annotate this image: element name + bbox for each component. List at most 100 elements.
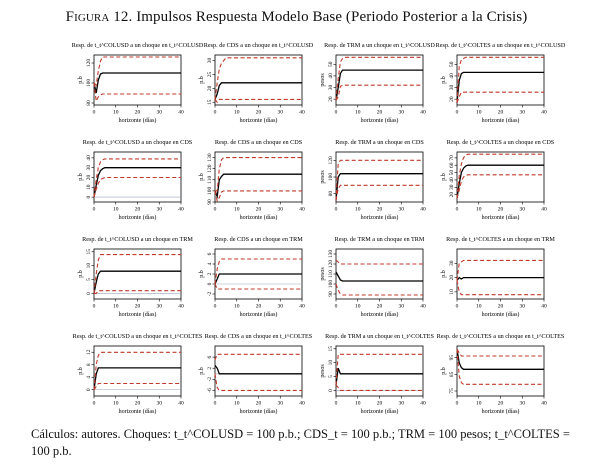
x-tick-label: 20 <box>498 304 504 310</box>
y-tick-label: 15 <box>328 346 334 352</box>
y-tick-label: 110 <box>207 176 213 184</box>
x-axis-label: horizonte (días) <box>482 311 520 318</box>
response-line <box>335 69 423 101</box>
y-axis-label: p.b <box>78 173 84 181</box>
y-axis-label: pesos <box>320 170 326 184</box>
x-axis-label: horizonte (días) <box>240 311 278 318</box>
lower-band-line <box>456 174 544 199</box>
y-axis-label: p.b <box>78 76 84 84</box>
y-tick-label: 100 <box>86 79 92 88</box>
response-line <box>335 173 423 201</box>
x-tick-label: 30 <box>520 207 526 213</box>
x-tick-label: 40 <box>178 401 184 407</box>
lower-band-line <box>94 290 181 294</box>
y-tick-label: 120 <box>207 164 213 173</box>
x-tick-label: 20 <box>135 207 141 213</box>
response-line <box>214 364 302 375</box>
irf-panel-15: Resp. de TRM a un choque en t_t^COLTES 0 1… <box>320 333 434 415</box>
x-tick-label: 10 <box>234 401 240 407</box>
y-axis-label: pesos <box>320 73 326 87</box>
y-tick-label: 2 <box>207 367 213 370</box>
x-tick-label: 20 <box>377 401 383 407</box>
y-tick-label: 6 <box>207 252 213 255</box>
panel-title: Resp. de t_t^COLTES a un choque en CDS <box>447 139 555 146</box>
response-line <box>93 270 181 294</box>
x-tick-label: 40 <box>299 207 305 213</box>
x-tick-label: 20 <box>256 110 262 116</box>
y-tick-label: 20 <box>207 85 213 91</box>
y-tick-label: -2 <box>207 291 213 296</box>
x-tick-label: 30 <box>520 401 526 407</box>
y-tick-label: 4 <box>86 376 92 379</box>
y-tick-label: 100 <box>328 280 334 289</box>
plot-frame <box>335 54 424 106</box>
y-tick-label: 0 <box>207 282 213 285</box>
y-tick-label: 130 <box>207 153 213 162</box>
x-tick-label: 10 <box>234 110 240 116</box>
y-tick-label: 40 <box>449 73 455 79</box>
figure-label: Figura 12. <box>65 9 133 25</box>
y-tick-label: 100 <box>207 187 213 196</box>
panel-title: Resp. de TRM a un choque en TRM <box>335 236 425 243</box>
lower-band-line <box>93 82 181 103</box>
y-tick-label: 8 <box>86 363 92 366</box>
response-line <box>456 276 544 281</box>
figure-title-text: Impulsos Respuesta Modelo Base (Periodo … <box>136 9 528 25</box>
panel-title: Resp. de t_t^COLUSD a un choque en TRM <box>82 236 193 243</box>
plot-frame <box>93 54 182 106</box>
y-axis-label: p.b <box>441 76 447 84</box>
x-tick-label: 30 <box>278 401 284 407</box>
y-tick-label: -6 <box>207 388 213 393</box>
upper-band-line <box>456 56 544 103</box>
x-tick-label: 20 <box>256 207 262 213</box>
x-tick-label: 30 <box>399 110 405 116</box>
plot-frame <box>214 54 303 106</box>
x-tick-label: 40 <box>420 110 426 116</box>
x-tick-label: 20 <box>377 110 383 116</box>
x-axis-label: horizonte (días) <box>119 117 157 124</box>
lower-band-line <box>456 91 544 103</box>
upper-band-line <box>214 353 302 361</box>
plot-frame <box>214 151 303 203</box>
y-tick-label: 12 <box>86 349 92 355</box>
x-tick-label: 20 <box>498 401 504 407</box>
panel-title: Resp. de CDS a un choque en TRM <box>214 236 303 243</box>
x-tick-label: 10 <box>113 207 119 213</box>
x-tick-label: 40 <box>299 110 305 116</box>
x-tick-label: 0 <box>93 110 96 116</box>
y-tick-label: 40 <box>328 73 334 79</box>
y-tick-label: 50 <box>449 170 455 176</box>
x-tick-label: 0 <box>214 401 217 407</box>
x-axis-label: horizonte (días) <box>361 408 399 415</box>
irf-panel-7: Resp. de TRM a un choque en CDS 0 10 20 30 40… <box>320 139 426 221</box>
response-line <box>93 72 181 94</box>
x-tick-label: 0 <box>93 207 96 213</box>
figure-caption: Cálculos: autores. Choques: t_t^COLUSD =… <box>31 426 571 460</box>
x-tick-label: 40 <box>420 304 426 310</box>
lower-band-line <box>93 176 181 198</box>
caption-line-1: Cálculos: autores. Choques: t_t^COLUSD =… <box>31 427 570 441</box>
response-line <box>335 271 423 282</box>
panel-title: Resp. de t_t^COLUSD a un choque en CDS <box>83 139 193 146</box>
x-tick-label: 0 <box>214 207 217 213</box>
panel-title: Resp. de TRM a un choque en CDS <box>335 139 424 146</box>
x-axis-label: horizonte (días) <box>482 117 520 124</box>
x-axis-label: horizonte (días) <box>119 408 157 415</box>
y-tick-label: 40 <box>449 177 455 183</box>
response-line <box>93 367 181 390</box>
x-tick-label: 0 <box>335 207 338 213</box>
y-tick-label: 110 <box>328 270 334 278</box>
x-tick-label: 10 <box>234 207 240 213</box>
y-tick-label: 15 <box>207 99 213 105</box>
y-tick-label: 10 <box>86 263 92 269</box>
irf-panel-3: Resp. de TRM a un choque en t_t^COLUSD 0 1… <box>320 42 435 124</box>
y-tick-label: 30 <box>86 165 92 171</box>
x-tick-label: 40 <box>299 304 305 310</box>
panel-title: Resp. de t_t^COLUSD a un choque en t_t^C… <box>73 333 203 340</box>
plot-frame <box>335 345 424 397</box>
y-tick-label: 40 <box>86 155 92 161</box>
irf-panel-1: Resp. de t_t^COLUSD a un choque en t_t^C… <box>72 42 204 124</box>
y-tick-label: 90 <box>328 291 334 297</box>
upper-band-line <box>93 351 181 390</box>
upper-band-line <box>456 153 544 199</box>
